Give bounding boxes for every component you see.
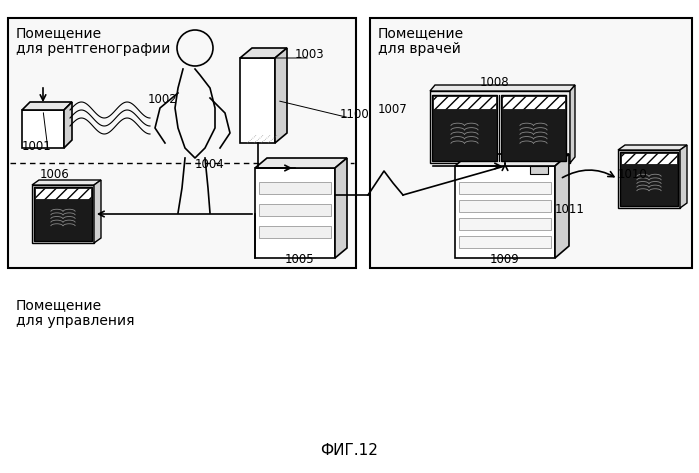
Bar	[530, 166, 548, 174]
Polygon shape	[240, 48, 287, 58]
Polygon shape	[430, 85, 575, 91]
Polygon shape	[570, 85, 575, 163]
Text: ФИГ.12: ФИГ.12	[321, 443, 378, 458]
Bar	[620, 152, 678, 206]
Bar	[32, 185, 94, 243]
Polygon shape	[680, 145, 687, 208]
Text: 1009: 1009	[490, 253, 520, 266]
Text: 1001: 1001	[22, 140, 52, 153]
Polygon shape	[94, 180, 101, 243]
Bar	[433, 96, 496, 109]
Bar	[8, 18, 356, 268]
Bar	[370, 18, 692, 268]
Text: 1004: 1004	[195, 158, 225, 171]
Text: Помещение
для врачей: Помещение для врачей	[378, 26, 464, 56]
Bar	[34, 187, 92, 241]
Bar	[430, 91, 570, 163]
Bar	[501, 95, 566, 161]
Bar	[618, 150, 680, 208]
Bar	[459, 218, 551, 230]
Text: 1003: 1003	[295, 48, 324, 61]
Polygon shape	[255, 158, 347, 168]
Bar	[432, 95, 497, 161]
Polygon shape	[275, 48, 287, 143]
Text: 1007: 1007	[378, 103, 408, 116]
Text: 1008: 1008	[480, 76, 510, 89]
Text: 1011: 1011	[555, 203, 585, 216]
Text: 1010: 1010	[618, 168, 648, 181]
Bar	[459, 236, 551, 248]
Bar	[22, 110, 64, 148]
Polygon shape	[335, 158, 347, 258]
Bar	[455, 166, 555, 258]
Bar	[502, 96, 565, 109]
Bar	[240, 58, 275, 143]
Bar	[621, 153, 677, 164]
Text: 1006: 1006	[40, 168, 70, 181]
Text: Помещение
для управления: Помещение для управления	[16, 298, 134, 328]
Polygon shape	[32, 180, 101, 185]
Bar	[259, 204, 331, 216]
Polygon shape	[618, 145, 687, 150]
Polygon shape	[455, 154, 569, 166]
Text: 1002: 1002	[148, 93, 178, 106]
Bar	[459, 182, 551, 194]
Bar	[255, 168, 335, 258]
Text: Помещение
для рентгенографии: Помещение для рентгенографии	[16, 26, 171, 56]
Polygon shape	[555, 154, 569, 258]
Polygon shape	[64, 102, 72, 148]
Bar	[259, 182, 331, 194]
Polygon shape	[22, 102, 72, 110]
Bar	[459, 200, 551, 212]
Bar	[35, 188, 91, 199]
Text: 1005: 1005	[285, 253, 315, 266]
Bar	[259, 226, 331, 238]
Text: 1100: 1100	[340, 108, 370, 121]
